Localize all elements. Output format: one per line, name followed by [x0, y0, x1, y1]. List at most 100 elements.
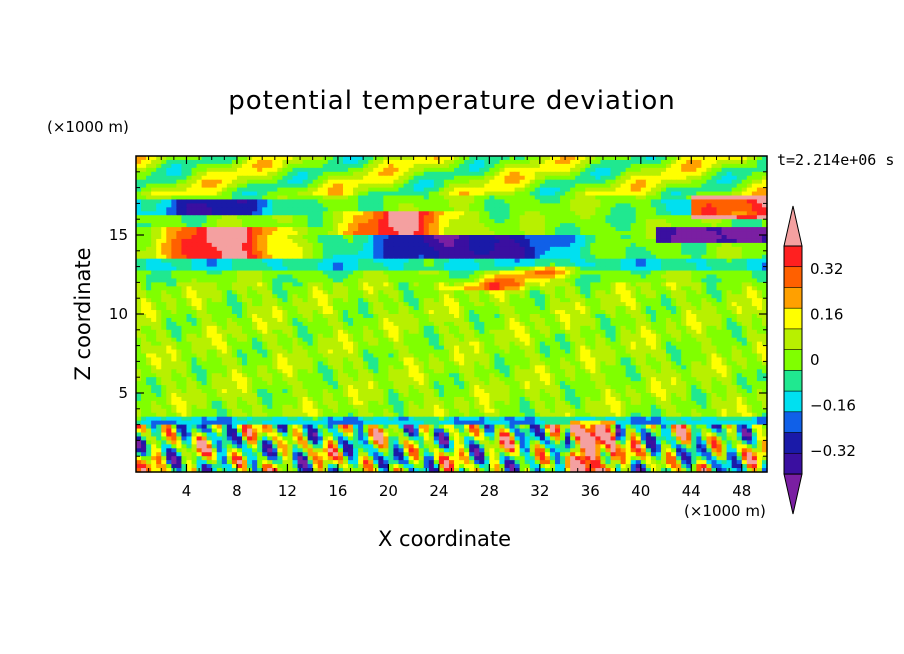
contour-cell — [348, 223, 354, 228]
contour-cell — [751, 227, 758, 232]
contour-cell — [706, 242, 713, 248]
contour-cell — [378, 266, 384, 272]
contour-cell — [191, 290, 198, 295]
contour-cell — [277, 286, 283, 291]
contour-cell — [368, 199, 374, 204]
contour-cell — [302, 302, 309, 307]
contour-cell — [166, 191, 172, 197]
contour-cell — [504, 195, 511, 201]
contour-cell — [156, 167, 162, 173]
contour-cell — [509, 183, 516, 189]
contour-cell — [645, 310, 652, 315]
contour-cell — [418, 270, 425, 276]
contour-cell — [292, 195, 299, 201]
contour-cell — [236, 223, 243, 228]
contour-cell — [756, 274, 763, 280]
contour-cell — [236, 203, 243, 208]
contour-cell — [716, 171, 723, 177]
contour-cell — [509, 270, 516, 276]
contour-cell — [620, 179, 627, 185]
contour-cell — [443, 278, 450, 283]
contour-cell — [539, 274, 546, 280]
contour-cell — [348, 282, 354, 287]
contour-cell — [413, 223, 420, 228]
contour-cell — [645, 282, 652, 287]
contour-cell — [433, 167, 440, 173]
contour-cell — [348, 270, 354, 276]
contour-cell — [448, 211, 455, 216]
contour-cell — [272, 310, 278, 315]
contour-cell — [448, 254, 455, 260]
contour-cell — [570, 306, 576, 311]
contour-cell — [761, 227, 768, 232]
contour-cell — [282, 246, 289, 252]
contour-cell — [216, 231, 223, 236]
contour-cell — [252, 306, 258, 311]
contour-cell — [161, 179, 167, 185]
contour-cell — [388, 191, 395, 197]
contour-cell — [731, 163, 738, 169]
contour-cell — [262, 163, 268, 169]
contour-cell — [226, 159, 233, 165]
contour-cell — [247, 270, 253, 276]
contour-cell — [600, 250, 607, 256]
contour-cell — [625, 207, 632, 212]
contour-cell — [428, 223, 435, 228]
contour-cell — [484, 242, 490, 248]
contour-cell — [423, 187, 430, 193]
contour-cell — [454, 231, 460, 236]
contour-cell — [418, 215, 425, 220]
contour-cell — [489, 231, 496, 236]
contour-cell — [297, 302, 304, 307]
contour-cell — [236, 294, 243, 299]
contour-cell — [393, 278, 400, 283]
contour-cell — [746, 163, 753, 169]
contour-cell — [247, 179, 253, 185]
contour-cell — [509, 163, 516, 169]
contour-cell — [206, 227, 213, 232]
contour-cell — [231, 258, 238, 264]
contour-cell — [393, 274, 400, 280]
contour-cell — [156, 270, 162, 276]
contour-cell — [302, 227, 309, 232]
contour-cell — [554, 238, 561, 244]
contour-cell — [585, 242, 591, 248]
contour-cell — [307, 171, 314, 177]
contour-cell — [353, 238, 359, 244]
contour-cell — [615, 167, 622, 173]
contour-cell — [383, 298, 389, 303]
contour-cell — [348, 274, 354, 280]
contour-cell — [494, 258, 501, 264]
contour-cell — [560, 195, 566, 201]
contour-cell — [691, 175, 697, 181]
contour-cell — [529, 187, 536, 193]
contour-cell — [671, 191, 677, 197]
contour-cell — [196, 298, 203, 303]
contour-cell — [201, 235, 208, 240]
contour-cell — [494, 274, 501, 280]
contour-cell — [317, 175, 324, 181]
contour-cell — [252, 258, 258, 264]
contour-cell — [620, 254, 627, 260]
contour-cell — [570, 294, 576, 299]
contour-cell — [650, 195, 657, 201]
contour-cell — [247, 290, 253, 295]
contour-cell — [474, 163, 480, 169]
contour-cell — [448, 179, 455, 185]
contour-cell — [660, 199, 667, 204]
contour-cell — [741, 215, 748, 220]
contour-cell — [605, 179, 612, 185]
contour-cell — [206, 254, 213, 260]
contour-cell — [524, 246, 531, 252]
contour-cell — [448, 203, 455, 208]
contour-cell — [418, 219, 425, 224]
contour-cell — [247, 266, 253, 272]
contour-cell — [716, 250, 723, 256]
contour-cell — [181, 242, 188, 248]
contour-cell — [166, 238, 172, 244]
contour-cell — [706, 286, 713, 291]
contour-cell — [756, 215, 763, 220]
contour-cell — [221, 191, 228, 197]
contour-cell — [666, 266, 672, 272]
contour-cell — [418, 254, 425, 260]
